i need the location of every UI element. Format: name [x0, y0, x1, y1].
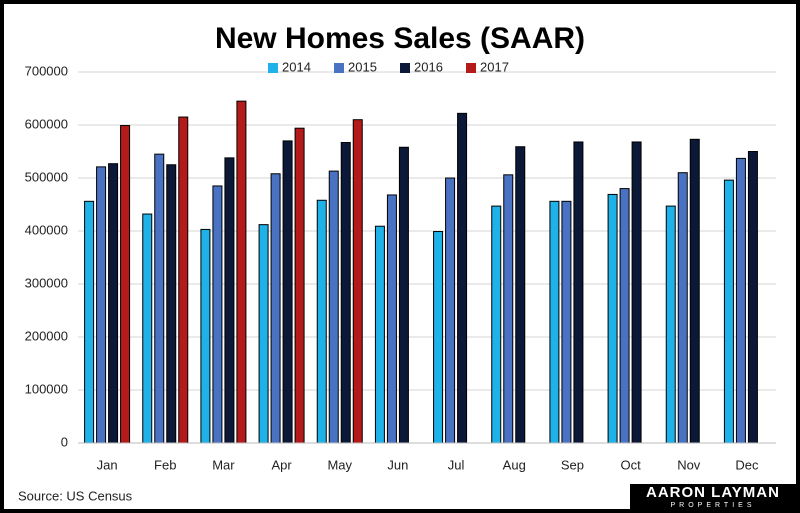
bar: [96, 166, 107, 444]
bar: [503, 174, 514, 444]
bar: [258, 224, 269, 444]
y-tick-label: 200000: [25, 328, 68, 343]
bar: [631, 141, 642, 444]
y-tick-label: 500000: [25, 169, 68, 184]
bar: [178, 116, 189, 444]
bar: [294, 127, 305, 444]
bar: [84, 200, 95, 444]
x-tick-label: Dec: [735, 457, 759, 472]
bar: [665, 205, 676, 444]
bar: [224, 157, 235, 444]
y-tick-label: 300000: [25, 275, 68, 290]
bar: [316, 199, 327, 444]
legend-swatch: [268, 63, 278, 73]
x-tick-label: Apr: [271, 457, 292, 472]
source-note: Source: US Census: [18, 488, 133, 503]
x-tick-label: May: [327, 457, 352, 472]
bar: [142, 213, 153, 444]
bar: [457, 112, 468, 444]
bar: [212, 185, 223, 444]
bar: [398, 146, 409, 444]
legend-label: 2017: [480, 59, 509, 74]
bar: [108, 163, 119, 444]
x-tick-label: Jun: [387, 457, 408, 472]
bar: [352, 119, 363, 444]
x-tick-label: Nov: [677, 457, 701, 472]
legend-label: 2014: [282, 59, 311, 74]
bar: [607, 193, 618, 444]
chart-title: New Homes Sales (SAAR): [215, 22, 585, 55]
bar: [619, 188, 630, 444]
logo-name: AARON LAYMAN: [646, 484, 780, 501]
x-tick-label: Sep: [561, 457, 584, 472]
x-tick-label: Feb: [154, 457, 176, 472]
legend-swatch: [334, 63, 344, 73]
bar: [573, 141, 584, 444]
bar: [154, 153, 165, 444]
y-tick-label: 600000: [25, 116, 68, 131]
bar: [374, 225, 385, 444]
bar: [445, 177, 456, 444]
y-tick-label: 400000: [25, 222, 68, 237]
bar: [747, 151, 758, 444]
bar: [549, 200, 560, 444]
legend-label: 2016: [414, 59, 443, 74]
bar: [270, 173, 281, 444]
y-tick-label: 0: [61, 434, 68, 449]
x-tick-label: Jan: [97, 457, 118, 472]
bar: [677, 172, 688, 444]
bar: [433, 231, 444, 444]
bar: [328, 170, 339, 444]
bar: [386, 194, 397, 444]
y-tick-label: 700000: [25, 63, 68, 78]
bar: [515, 146, 526, 444]
bar: [735, 157, 746, 444]
x-tick-label: Aug: [503, 457, 526, 472]
logo-sub: PROPERTIES: [671, 502, 756, 509]
bar: [166, 164, 177, 444]
bar: [689, 138, 700, 444]
bar: [340, 141, 351, 444]
bar: [491, 205, 502, 444]
bar: [723, 179, 734, 444]
legend-swatch: [400, 63, 410, 73]
legend-swatch: [466, 63, 476, 73]
legend-label: 2015: [348, 59, 377, 74]
bar: [282, 140, 293, 444]
bar: [200, 228, 211, 444]
logo-box: [630, 484, 796, 510]
bar: [120, 125, 131, 444]
x-tick-label: Mar: [212, 457, 235, 472]
y-tick-label: 100000: [25, 381, 68, 396]
x-tick-label: Jul: [448, 457, 465, 472]
bar: [236, 100, 247, 444]
x-tick-label: Oct: [620, 457, 641, 472]
bar: [561, 200, 572, 444]
